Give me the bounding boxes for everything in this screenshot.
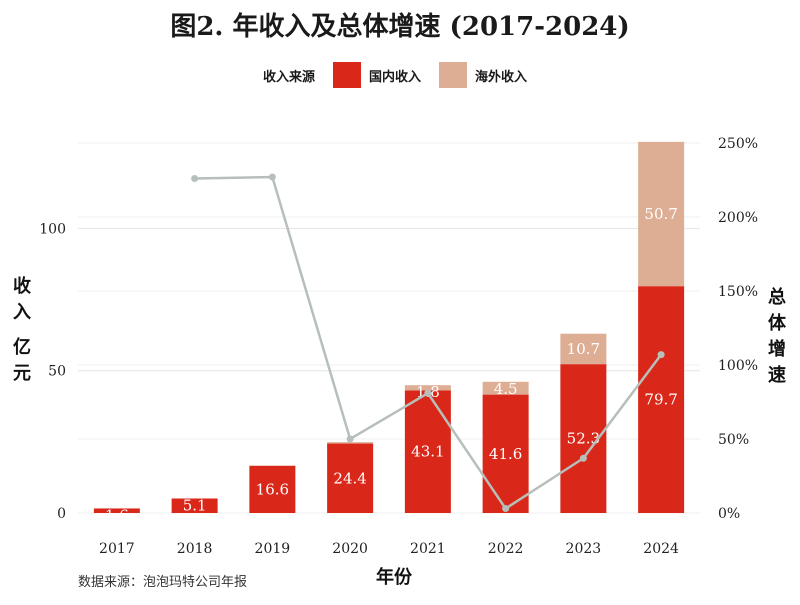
bar-overseas-2023 (560, 333, 607, 365)
bar-overseas-2021 (404, 385, 451, 391)
growth-point-3 (424, 389, 432, 397)
y-axis-title-line4: 元 (13, 363, 31, 384)
chart-title: 图2. 年收入及总体增速 (2017-2024) (170, 12, 630, 42)
x-tick-label-2020: 2020 (332, 541, 368, 557)
y2-axis-title-char-1: 体 (768, 312, 787, 334)
bar-overseas-2020 (327, 442, 374, 444)
bar-domestic-2022 (482, 394, 529, 513)
bar-label-domestic-2019: 16.6 (256, 480, 289, 498)
bar-label-overseas-2022: 4.5 (494, 380, 518, 398)
legend-title: 收入来源 (262, 69, 315, 85)
y-axis-title-line3: 亿 (13, 336, 31, 358)
bar-overseas-2022 (482, 381, 529, 395)
x-axis-title: 年份 (376, 566, 413, 588)
x-tick-label-2022: 2022 (488, 541, 524, 557)
y2-tick-label: 150% (718, 284, 758, 300)
legend-label-domestic: 国内收入 (368, 69, 421, 85)
growth-point-6 (657, 351, 665, 359)
y-tick-label: 100 (39, 221, 66, 237)
legend-label-overseas: 海外收入 (475, 69, 528, 85)
legend-item-overseas: 海外收入 (439, 62, 527, 88)
bar-domestic-2018 (171, 498, 218, 513)
bar-domestic-2017 (93, 508, 140, 513)
x-tick-label-2019: 2019 (255, 541, 291, 557)
y2-tick-label: 200% (718, 210, 758, 226)
growth-point-4 (502, 505, 510, 513)
x-tick-label-2018: 2018 (177, 541, 213, 557)
y2-tick-label: 100% (718, 358, 758, 374)
bar-overseas-2024 (638, 141, 685, 287)
y-tick-label: 50 (48, 364, 66, 380)
legend-item-domestic: 国内收入 (332, 62, 421, 88)
growth-point-1 (268, 173, 276, 181)
bar-label-domestic-2017: 1.6 (105, 506, 129, 524)
legend: 收入来源 国内收入 海外收入 (0, 62, 800, 88)
y2-tick-label: 0% (718, 506, 740, 522)
bar-domestic-2021 (404, 390, 451, 513)
bar-label-domestic-2021: 43.1 (411, 443, 444, 461)
legend-swatch-domestic (332, 62, 361, 88)
y-axis-title-line1: 收 (13, 275, 31, 297)
legend-swatch-overseas (439, 62, 467, 88)
bar-label-overseas-2024: 50.7 (644, 205, 677, 223)
growth-point-5 (579, 454, 587, 462)
y2-axis-title-char-0: 总 (768, 286, 786, 308)
bar-label-overseas-2023: 10.7 (567, 340, 600, 358)
bar-label-domestic-2018: 5.1 (183, 496, 207, 514)
y-axis-title-line2: 入 (13, 302, 31, 323)
bar-label-domestic-2023: 52.3 (567, 430, 600, 448)
bar-domestic-2020 (327, 443, 374, 513)
bar-domestic-2019 (249, 465, 296, 513)
x-tick-label-2017: 2017 (99, 541, 135, 557)
y2-tick-label: 50% (718, 432, 749, 448)
x-tick-label-2024: 2024 (643, 541, 679, 557)
bar-domestic-2024 (638, 286, 685, 513)
source-note: 数据来源：泡泡玛特公司年报 (78, 575, 248, 590)
x-tick-label-2021: 2021 (410, 541, 446, 557)
bar-label-domestic-2024: 79.7 (644, 391, 677, 409)
growth-point-0 (191, 175, 199, 183)
x-tick-label-2023: 2023 (566, 541, 602, 557)
y2-axis-title-char-2: 增 (768, 338, 786, 360)
y2-tick-label: 250% (718, 136, 758, 152)
growth-point-2 (346, 435, 354, 443)
y-tick-label: 0 (57, 506, 66, 522)
bar-label-domestic-2020: 24.4 (333, 469, 366, 487)
bar-label-domestic-2022: 41.6 (489, 445, 522, 463)
y2-axis-title-char-3: 速 (768, 364, 786, 386)
